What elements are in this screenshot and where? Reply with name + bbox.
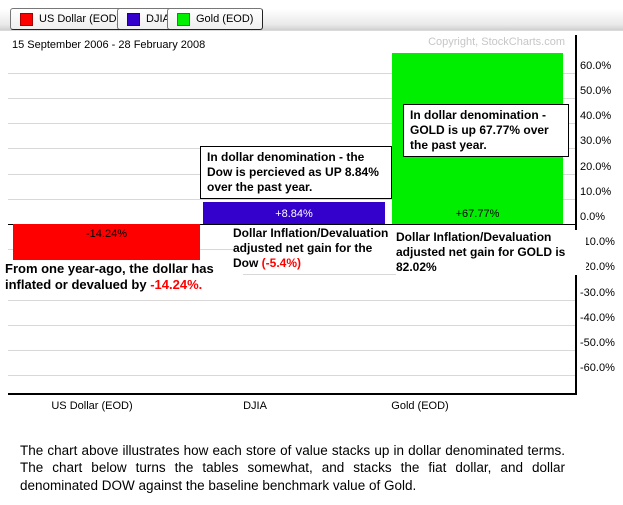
annotation-gold-box: In dollar denomination - GOLD is up 67.7… [403, 104, 569, 157]
x-axis-tick-label: Gold (EOD) [391, 400, 449, 412]
bar-value-label: +8.84% [275, 208, 313, 220]
annotation-dollar-note-value: -14.24%. [150, 277, 203, 293]
annotation-dow-box: In dollar denomination - the Dow is perc… [200, 146, 392, 199]
x-axis-line [8, 393, 577, 395]
y-axis-tick-label: -60.0% [580, 362, 615, 375]
gridline [8, 198, 575, 200]
gridline [8, 274, 575, 276]
legend-toolbar: US Dollar (EOD) DJIA Gold (EOD) [0, 0, 623, 31]
legend-label: DJIA [146, 13, 170, 25]
y-axis-tick-label: 40.0% [580, 110, 612, 123]
chart-plot: 15 September 2006 - 28 February 2008 Cop… [0, 31, 623, 417]
y-axis-tick-label: 30.0% [580, 135, 612, 148]
annotation-dow-net-value: (-5.4%) [261, 256, 302, 270]
y-axis-line [575, 35, 577, 395]
y-axis-tick-label: 10.0% [580, 185, 612, 198]
legend-button-us-dollar[interactable]: US Dollar (EOD) [10, 8, 131, 30]
legend-label: Gold (EOD) [196, 13, 254, 25]
y-axis-tick-label: -30.0% [580, 286, 615, 299]
gridline [8, 350, 575, 351]
bar-value-label: +67.77% [455, 208, 500, 220]
y-axis-tick-label: 50.0% [580, 85, 612, 97]
y-axis-tick-label: -20.0% [580, 261, 615, 274]
djia-color-swatch-icon [127, 12, 140, 26]
x-axis-tick-label: US Dollar (EOD) [51, 400, 133, 412]
y-axis-tick-label: -50.0% [580, 337, 615, 349]
date-range-label: 15 September 2006 - 28 February 2008 [12, 39, 206, 51]
gridline [8, 98, 575, 99]
annotation-dow-net: Dollar Inflation/Devaluation adjusted ne… [233, 226, 396, 271]
gridline [8, 375, 575, 377]
bar-us-dollar-eod- [13, 224, 200, 260]
annotation-gold-net: Dollar Inflation/Devaluation adjusted ne… [396, 230, 586, 275]
annotation-dollar-note-text: From one year-ago, the dollar has inflat… [5, 261, 214, 293]
gridline [8, 299, 575, 301]
us-dollar-color-swatch-icon [20, 12, 33, 26]
y-axis-tick-label: 0.0% [580, 211, 606, 223]
y-axis-tick-label: 60.0% [580, 59, 612, 72]
gridline [8, 72, 575, 74]
x-axis-tick-label: DJIA [243, 400, 267, 412]
annotation-dollar-note: From one year-ago, the dollar has inflat… [5, 261, 243, 294]
gridline [8, 224, 575, 225]
y-axis-tick-label: -10.0% [580, 236, 615, 249]
bar-value-label: -14.24% [86, 228, 127, 240]
annotation-dow-net-text: Dollar Inflation/Devaluation adjusted ne… [233, 226, 389, 270]
legend-label: US Dollar (EOD) [39, 13, 121, 25]
y-axis-tick-label: -40.0% [580, 311, 615, 324]
legend-button-djia[interactable]: DJIA [117, 8, 180, 30]
footer-paragraph: The chart above illustrates how each sto… [20, 442, 565, 493]
gold-color-swatch-icon [177, 12, 190, 26]
bar-djia [203, 201, 385, 224]
gridline [8, 324, 575, 326]
gridline [8, 123, 575, 125]
y-axis-tick-label: 20.0% [580, 160, 612, 173]
copyright-label: Copyright, StockCharts.com [428, 36, 565, 48]
legend-button-gold[interactable]: Gold (EOD) [167, 8, 264, 30]
